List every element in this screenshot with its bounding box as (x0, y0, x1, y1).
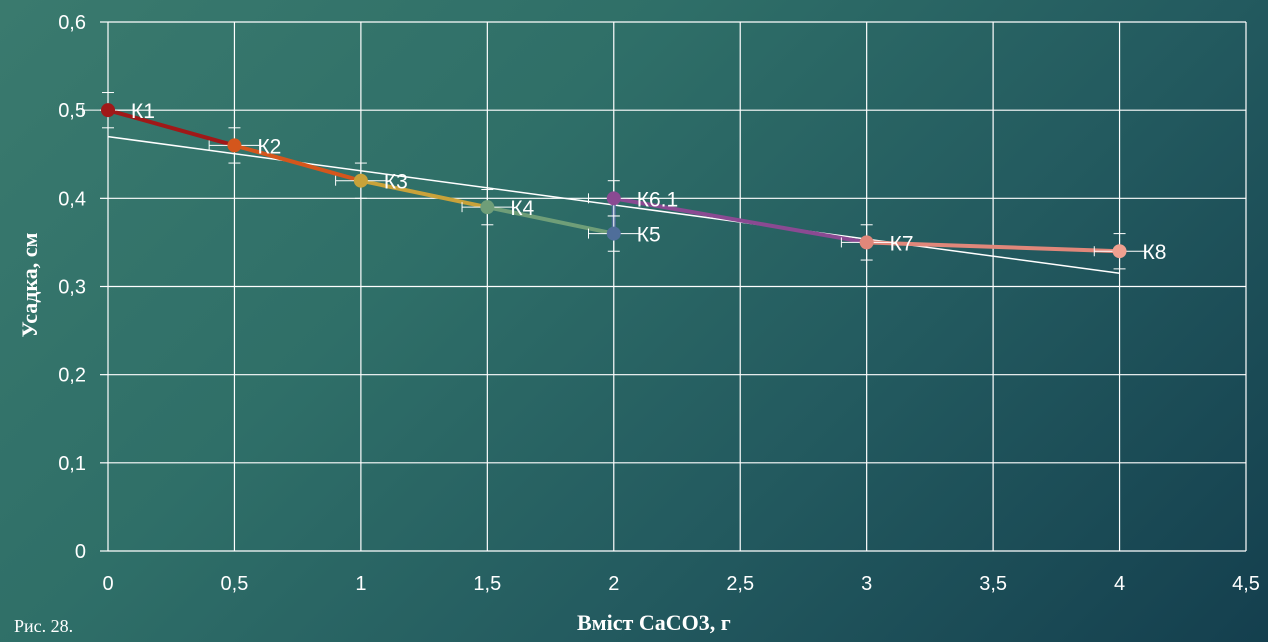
x-tick-label-5: 2,5 (726, 573, 754, 595)
x-tick-label-6: 3 (861, 573, 872, 595)
x-axis-label: Вміст CaCO3, г (577, 610, 731, 635)
data-point-7 (859, 235, 874, 250)
y-tick-label-0: 0 (75, 541, 86, 563)
series-segment-1 (106, 108, 237, 148)
series-segment-4 (485, 205, 616, 236)
data-label-3: К3 (384, 171, 408, 194)
data-label-1: К1 (131, 100, 155, 123)
y-tick-label-4: 0,4 (58, 188, 86, 210)
figure-caption: Рис. 28. (14, 616, 74, 636)
data-point-8 (1112, 244, 1127, 259)
y-tick-label-2: 0,2 (58, 365, 86, 387)
x-tick-label-0: 0 (102, 573, 113, 595)
x-tick-label-9: 4,5 (1232, 573, 1260, 595)
y-axis-label: Усадка, см (17, 232, 42, 338)
data-label-6: К6.1 (637, 188, 678, 211)
x-tick-label-4: 2 (608, 573, 619, 595)
y-tick-label-6: 0,6 (58, 12, 86, 34)
data-label-2: К2 (257, 135, 281, 158)
series-segment-6 (611, 196, 869, 245)
data-point-4 (480, 200, 495, 215)
data-point-5 (606, 226, 621, 241)
data-point-1 (101, 103, 115, 118)
series-segment-3 (358, 178, 490, 210)
data-point-6 (606, 191, 621, 206)
y-tick-label-5: 0,5 (58, 100, 86, 122)
data-point-3 (353, 173, 368, 188)
series-segment-7 (864, 240, 1122, 254)
data-point-2 (227, 138, 242, 153)
x-tick-label-2: 1 (355, 573, 366, 595)
x-tick-label-8: 4 (1114, 573, 1125, 595)
x-tick-label-1: 0,5 (221, 573, 249, 595)
data-label-7: К7 (890, 232, 914, 255)
x-tick-label-3: 1,5 (473, 573, 501, 595)
series-segment-2 (232, 143, 363, 183)
data-label-5: К5 (637, 224, 661, 247)
x-tick-label-7: 3,5 (979, 573, 1007, 595)
y-tick-label-3: 0,3 (58, 277, 86, 299)
y-tick-label-1: 0,1 (58, 453, 86, 475)
data-label-8: К8 (1143, 241, 1167, 264)
data-label-4: К4 (510, 197, 534, 220)
